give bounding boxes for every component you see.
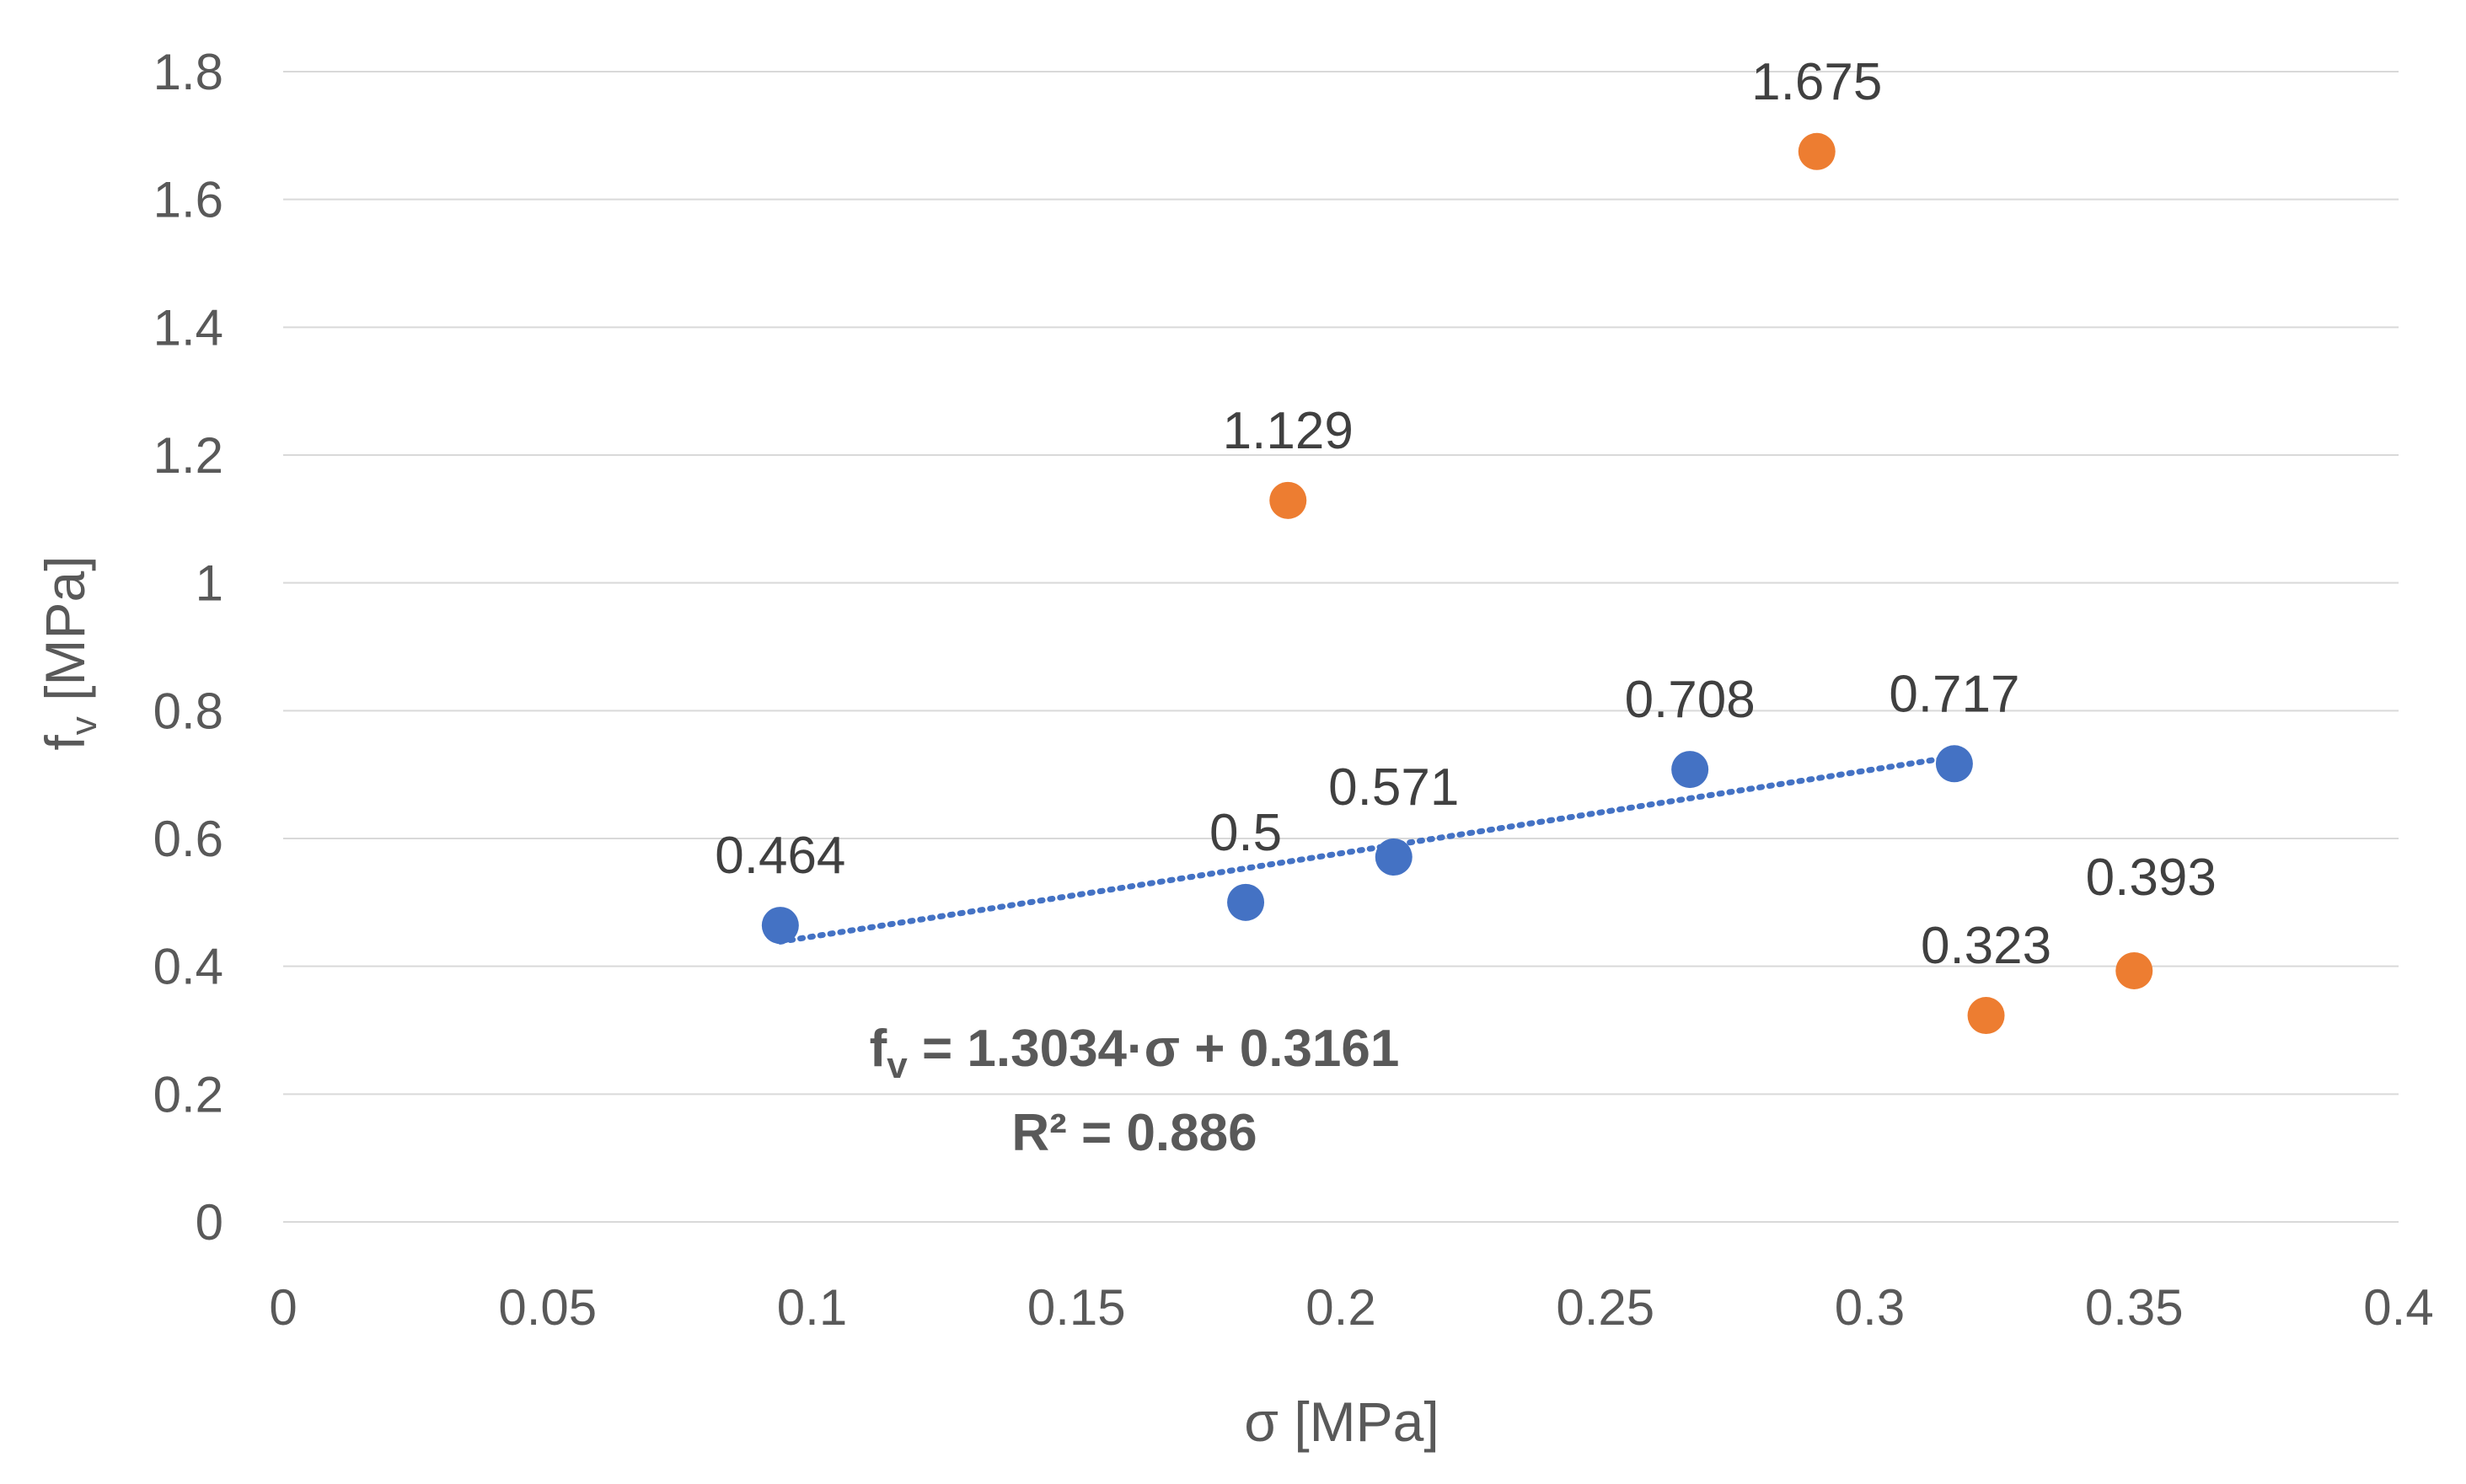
trendline-equation-main: f: [870, 1020, 887, 1078]
y-tick-label: 0.2: [153, 1066, 223, 1122]
y-axis-title-main: f: [34, 735, 96, 751]
data-label: 1.129: [1223, 402, 1354, 460]
trendline-equation: fv = 1.3034·σ + 0.3161: [870, 1020, 1400, 1086]
data-point-series-blue: [1227, 883, 1265, 921]
y-tick-label: 1: [196, 555, 223, 612]
data-label: 0.5: [1209, 804, 1282, 862]
data-point-series-blue: [761, 907, 799, 945]
data-point-series-orange: [2115, 951, 2153, 989]
trendline-equation-rest: = 1.3034·σ + 0.3161: [908, 1020, 1400, 1078]
data-point-series-orange: [1967, 997, 2005, 1035]
y-tick-label: 1.4: [153, 299, 223, 356]
trendline-equation-subscript: v: [887, 1045, 908, 1086]
x-axis-tick-labels: 0 0.05 0.1 0.15 0.2 0.25 0.3 0.35 0.4: [269, 1279, 2433, 1336]
x-tick-label: 0.35: [2085, 1279, 2184, 1336]
data-label: 0.393: [2086, 849, 2217, 907]
data-label: 0.708: [1625, 671, 1756, 729]
data-point-series-blue: [1375, 838, 1413, 876]
y-axis-tick-labels: 0 0.2 0.4 0.6 0.8 1 1.2 1.4 1.6 1.8: [153, 44, 223, 1251]
x-tick-label: 0.25: [1556, 1279, 1654, 1336]
y-axis-title-unit: [MPa]: [34, 555, 96, 716]
data-label: 0.323: [1921, 917, 2051, 975]
data-label: 1.675: [1751, 53, 1882, 111]
x-tick-label: 0.2: [1305, 1279, 1375, 1336]
x-tick-label: 0.4: [2363, 1279, 2433, 1336]
y-tick-label: 0: [196, 1194, 223, 1251]
y-axis-title: fv [MPa]: [34, 555, 105, 750]
y-tick-label: 0.8: [153, 683, 223, 739]
x-tick-label: 0.3: [1835, 1279, 1905, 1336]
data-labels: 0.464 0.5 0.571 0.708 0.717 1.129 1.675 0.323 0.…: [715, 53, 2217, 975]
x-tick-label: 0.05: [498, 1279, 597, 1336]
data-label: 0.464: [715, 827, 845, 885]
x-tick-label: 0.1: [777, 1279, 847, 1336]
y-axis-title-subscript: v: [63, 716, 105, 735]
x-tick-label: 0: [269, 1279, 297, 1336]
y-tick-label: 0.6: [153, 811, 223, 867]
data-point-series-blue: [1935, 745, 1973, 783]
trendline-group: [777, 753, 1958, 945]
data-point-series-blue: [1671, 751, 1709, 789]
data-label: 0.571: [1328, 758, 1459, 817]
y-tick-label: 1.6: [153, 172, 223, 228]
trendline-r-squared: R² = 0.886: [1011, 1104, 1257, 1162]
trendline: [777, 753, 1958, 945]
data-point-series-orange: [1269, 481, 1307, 519]
x-axis-title: σ [MPa]: [1244, 1390, 1439, 1453]
data-label: 0.717: [1889, 665, 2019, 723]
y-tick-label: 0.4: [153, 939, 223, 995]
x-tick-label: 0.15: [1027, 1279, 1126, 1336]
data-points: [761, 132, 2153, 1035]
data-point-series-orange: [1798, 132, 1836, 170]
gridlines: [283, 71, 2399, 1223]
y-tick-label: 1.2: [153, 427, 223, 484]
y-tick-label: 1.8: [153, 44, 223, 100]
